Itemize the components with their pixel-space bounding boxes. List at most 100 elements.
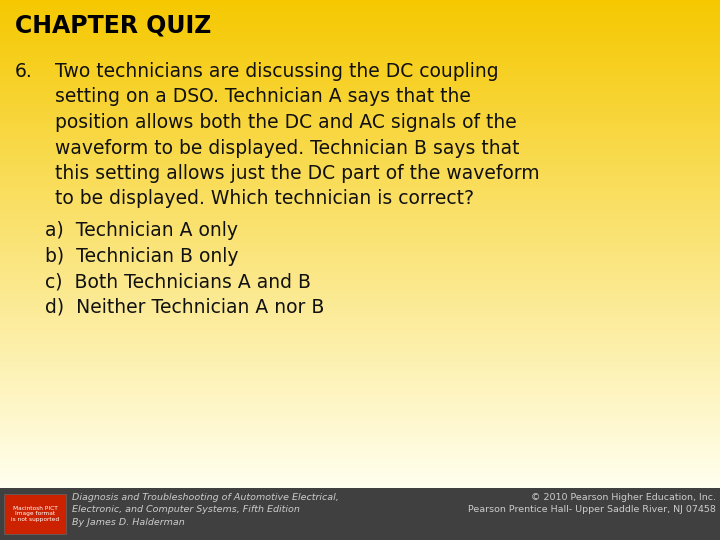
Bar bbox=[0, 487, 720, 489]
Bar bbox=[0, 95, 720, 97]
Text: c)  Both Technicians A and B: c) Both Technicians A and B bbox=[45, 272, 311, 291]
Bar bbox=[0, 390, 720, 392]
Text: CHAPTER QUIZ: CHAPTER QUIZ bbox=[15, 13, 212, 37]
Bar bbox=[0, 36, 720, 38]
Bar bbox=[0, 44, 720, 45]
Bar bbox=[0, 212, 720, 213]
Bar bbox=[0, 340, 720, 342]
Bar bbox=[0, 240, 720, 241]
Text: © 2010 Pearson Higher Education, Inc.
Pearson Prentice Hall- Upper Saddle River,: © 2010 Pearson Higher Education, Inc. Pe… bbox=[468, 493, 716, 515]
Bar bbox=[0, 246, 720, 247]
Bar bbox=[0, 201, 720, 204]
Bar bbox=[0, 367, 720, 369]
Bar bbox=[0, 233, 720, 235]
Bar bbox=[0, 200, 720, 202]
Bar bbox=[0, 3, 720, 5]
Bar bbox=[0, 220, 720, 222]
Bar bbox=[0, 313, 720, 315]
Bar bbox=[0, 16, 720, 17]
Bar bbox=[0, 352, 720, 354]
Text: setting on a DSO. Technician A says that the: setting on a DSO. Technician A says that… bbox=[55, 87, 471, 106]
Bar bbox=[0, 1, 720, 3]
Bar bbox=[0, 191, 720, 192]
Bar bbox=[0, 280, 720, 282]
Bar bbox=[0, 396, 720, 398]
Bar bbox=[0, 186, 720, 187]
Bar bbox=[0, 455, 720, 457]
Bar bbox=[0, 366, 720, 368]
Bar bbox=[0, 463, 720, 464]
Bar bbox=[0, 150, 720, 152]
Bar bbox=[0, 116, 720, 118]
Bar bbox=[0, 303, 720, 305]
Bar bbox=[0, 117, 720, 119]
Bar bbox=[0, 406, 720, 408]
Bar bbox=[0, 247, 720, 249]
Bar bbox=[0, 76, 720, 77]
Bar bbox=[0, 176, 720, 178]
Bar bbox=[0, 334, 720, 336]
Bar bbox=[0, 282, 720, 284]
Bar bbox=[0, 251, 720, 252]
Bar bbox=[0, 107, 720, 109]
Text: Macintosh PICT
Image format
is not supported: Macintosh PICT Image format is not suppo… bbox=[11, 505, 59, 522]
Bar bbox=[0, 161, 720, 163]
Bar bbox=[0, 481, 720, 483]
Bar bbox=[0, 171, 720, 173]
Bar bbox=[0, 187, 720, 188]
Bar bbox=[0, 31, 720, 33]
Bar bbox=[0, 416, 720, 418]
Bar bbox=[0, 98, 720, 99]
Bar bbox=[0, 302, 720, 304]
Bar bbox=[0, 215, 720, 217]
Bar bbox=[0, 361, 720, 362]
Bar bbox=[0, 269, 720, 271]
Bar bbox=[0, 453, 720, 455]
Bar bbox=[0, 194, 720, 196]
Bar bbox=[0, 339, 720, 341]
Bar bbox=[0, 432, 720, 434]
Bar bbox=[0, 354, 720, 355]
Bar bbox=[0, 413, 720, 414]
Bar bbox=[0, 193, 720, 195]
Bar bbox=[0, 438, 720, 440]
Bar bbox=[0, 451, 720, 453]
Bar bbox=[0, 235, 720, 237]
Bar bbox=[0, 296, 720, 298]
Bar bbox=[0, 0, 720, 1]
Bar bbox=[0, 401, 720, 403]
Bar bbox=[0, 259, 720, 261]
Bar bbox=[0, 205, 720, 207]
Text: waveform to be displayed. Technician B says that: waveform to be displayed. Technician B s… bbox=[55, 138, 520, 158]
Bar bbox=[0, 137, 720, 138]
Bar bbox=[0, 439, 720, 441]
Bar bbox=[0, 144, 720, 146]
Bar bbox=[0, 276, 720, 278]
Bar bbox=[0, 248, 720, 250]
Bar bbox=[0, 218, 720, 219]
Bar bbox=[0, 388, 720, 389]
Bar bbox=[0, 263, 720, 265]
Bar bbox=[0, 60, 720, 63]
Bar bbox=[0, 399, 720, 401]
Bar bbox=[0, 273, 720, 274]
Bar bbox=[0, 309, 720, 311]
Bar bbox=[0, 182, 720, 184]
Bar bbox=[0, 198, 720, 200]
Bar bbox=[0, 208, 720, 210]
Bar bbox=[0, 360, 720, 361]
Bar bbox=[0, 480, 720, 482]
Bar bbox=[0, 307, 720, 309]
Bar bbox=[0, 411, 720, 413]
Bar bbox=[0, 134, 720, 136]
Bar bbox=[0, 29, 720, 31]
Bar bbox=[0, 373, 720, 375]
Bar bbox=[0, 204, 720, 206]
Bar bbox=[0, 126, 720, 127]
Bar bbox=[0, 405, 720, 407]
Bar bbox=[0, 183, 720, 185]
Bar bbox=[0, 345, 720, 347]
Bar bbox=[0, 77, 720, 78]
Bar bbox=[0, 62, 720, 64]
Bar bbox=[0, 305, 720, 306]
